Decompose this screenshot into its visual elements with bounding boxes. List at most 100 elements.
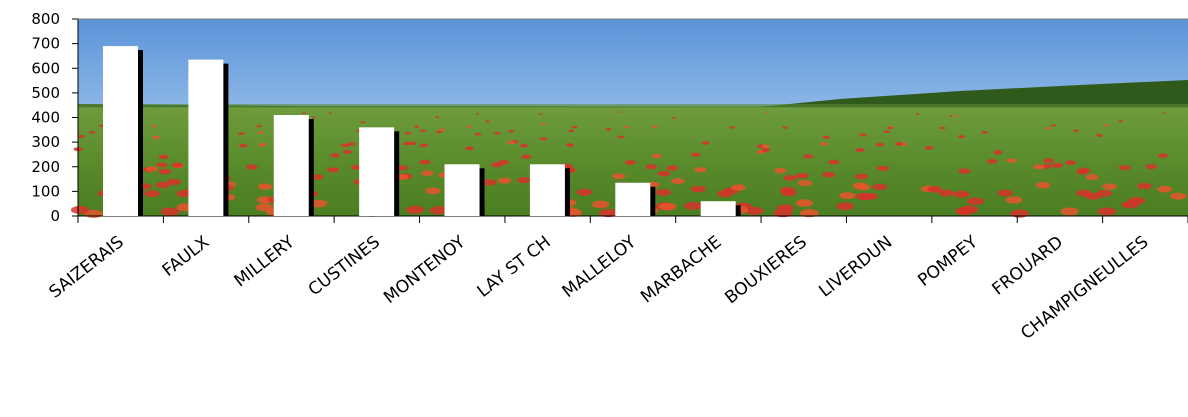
poppy-dot [1045, 127, 1051, 130]
poppy-dot [1006, 158, 1017, 163]
poppy-dot [828, 159, 840, 165]
bar [103, 46, 138, 217]
poppy-dot [155, 181, 171, 189]
poppy-dot [774, 168, 787, 174]
y-tick-label: 400 [31, 109, 60, 127]
poppy-dot [257, 131, 264, 135]
poppy-dot [954, 114, 959, 117]
poppy-dot [875, 142, 885, 147]
poppy-dot [482, 179, 497, 186]
poppy-dot [360, 121, 366, 124]
poppy-dot [782, 126, 788, 129]
poppy-dot [538, 113, 543, 115]
poppy-dot [1096, 190, 1113, 197]
x-tick-label: CUSTINES [305, 232, 384, 300]
poppy-dot [145, 166, 158, 172]
treeline [78, 80, 1188, 107]
poppy-dot [1118, 165, 1131, 171]
poppy-dot [783, 175, 798, 181]
poppy-dot [729, 126, 736, 129]
poppy-dot [1065, 160, 1076, 166]
poppy-dot [624, 160, 636, 165]
poppy-dot [938, 189, 955, 197]
poppy-dot [836, 202, 854, 211]
poppy-dot [1076, 169, 1089, 175]
poppy-dot [876, 165, 889, 171]
bar [615, 182, 651, 216]
poppy-dot [517, 177, 531, 184]
poppy-dot [1157, 153, 1168, 158]
poppy-dot [591, 200, 610, 209]
poppy-dot [302, 112, 306, 114]
poppy-dot [1097, 207, 1117, 216]
poppy-dot [474, 132, 482, 136]
poppy-dot [955, 207, 974, 216]
poppy-dot [414, 125, 420, 128]
poppy-dot [1102, 183, 1117, 190]
poppy-dot [171, 162, 183, 168]
poppy-dot [436, 130, 443, 134]
poppy-dot [439, 128, 446, 132]
poppy-dot [176, 190, 193, 198]
poppy-dot [617, 111, 621, 113]
poppy-dot [521, 154, 532, 159]
poppy-dot [764, 112, 768, 114]
bar [359, 127, 395, 216]
x-tick-label: FAULX [159, 232, 214, 281]
poppy-dot [1170, 192, 1187, 200]
poppy-dot [88, 131, 96, 134]
poppy-dot [1076, 189, 1092, 197]
bar [188, 59, 224, 216]
poppy-dot [624, 126, 630, 129]
bar [444, 164, 480, 216]
bars [103, 46, 741, 217]
y-tick-label: 800 [31, 10, 60, 28]
poppy-dot [425, 187, 441, 195]
poppy-dot [997, 189, 1013, 197]
poppy-dot [658, 202, 677, 211]
poppy-dot [795, 172, 809, 179]
poppy-dot [701, 141, 710, 145]
poppy-dot [948, 115, 953, 117]
x-tick-label: MONTENOY [380, 232, 470, 308]
poppy-dot [872, 183, 888, 191]
poppy-dot [256, 125, 262, 128]
x-tick-label: SAIZERAIS [46, 232, 128, 302]
poppy-dot [257, 183, 273, 190]
poppy-dot [1043, 158, 1054, 163]
poppy-dot [645, 164, 658, 170]
poppy-dot [612, 173, 626, 180]
poppy-dot [717, 190, 733, 198]
poppy-dot [670, 178, 685, 185]
poppy-dot [77, 134, 85, 138]
poppy-dot [151, 124, 157, 128]
poppy-dot [421, 170, 434, 176]
poppy-dot [986, 159, 998, 164]
bar [273, 115, 309, 216]
bar [529, 164, 565, 216]
poppy-dot [671, 117, 677, 119]
poppy-dot [539, 137, 548, 141]
poppy-dot [731, 184, 746, 191]
poppy-dot [958, 168, 971, 174]
poppy-dot [599, 209, 618, 218]
poppy-dot [311, 116, 316, 119]
poppy-dot [1137, 182, 1152, 190]
poppy-dot [1157, 185, 1173, 193]
poppy-dot [568, 129, 575, 133]
poppy-dot [993, 150, 1003, 155]
poppy-dot [70, 205, 90, 214]
poppy-dot [158, 168, 172, 175]
poppy-dot [98, 124, 105, 128]
poppy-dot [466, 125, 473, 128]
poppy-dot [258, 143, 267, 147]
poppy-dot [465, 146, 474, 151]
poppy-dot [1096, 134, 1103, 137]
x-tick-label: POMPEY [914, 232, 982, 291]
poppy-dot [571, 125, 578, 129]
poppy-dot [854, 173, 869, 180]
poppy-dot [761, 144, 770, 149]
poppy-dot [475, 113, 480, 115]
